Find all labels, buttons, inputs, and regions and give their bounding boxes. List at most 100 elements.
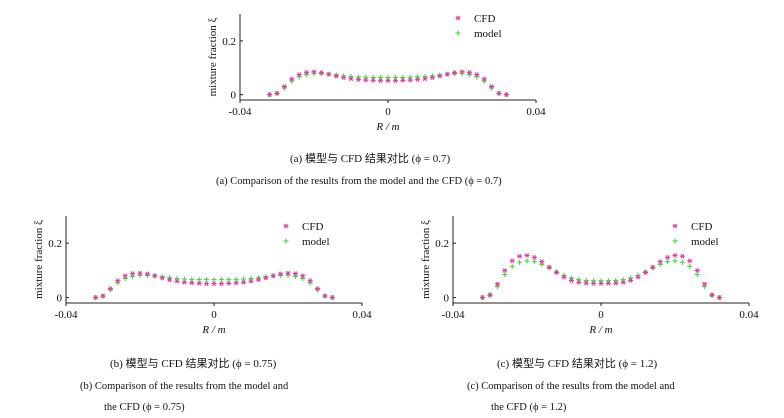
cfd-point [480,295,486,300]
model-point [539,261,545,267]
cfd-point [304,69,310,75]
x-tick-label: 0.04 [526,106,546,118]
legend-cfd-label: CFD [474,13,495,25]
cfd-point [429,75,435,81]
model-point [370,74,376,81]
cfd-point [583,280,589,286]
model-point [363,74,369,80]
cfd-point [466,69,472,75]
x-tick-label: 0.04 [352,309,372,321]
cfd-point [459,69,465,75]
model-point [233,276,239,282]
cfd-point [489,84,495,89]
model-point [502,271,508,278]
cfd-point [694,267,700,273]
cfd-point [598,281,604,286]
chart-panel-c: -0.04 0 0.04 0 0.2 R / m mixture fraction ξ CFD… [420,216,759,336]
cfd-point [174,278,180,284]
caption-b-chinese: (b) 模型与 CFD 结果对比 (ϕ = 0.75) [110,358,277,370]
cfd-point [255,277,261,283]
cfd-point [144,271,150,277]
cfd-point [503,92,509,98]
x-axis-label: R / m [375,121,399,133]
model-point [300,275,306,282]
cfd-point [613,280,619,286]
cfd-point [474,72,480,77]
cfd-point [159,275,165,281]
cfd-point [196,281,202,286]
cfd-point [509,258,515,264]
model-point [591,278,597,284]
legend-cfd-marker [672,223,678,229]
y-axis-label: mixture fraction ξ [33,220,45,299]
cfd-point [115,278,121,284]
cfd-point [152,273,158,279]
legend-cfd-marker [455,15,461,21]
x-tick-label: -0.04 [442,309,465,321]
x-tick-label: -0.04 [229,106,252,118]
model-point [204,277,210,283]
model-point [494,284,500,290]
y-axis-label: mixture fraction ξ [420,220,432,299]
model-point [407,74,413,80]
cfd-point [348,76,354,82]
cfd-point [241,279,247,285]
chart-panel-b: -0.04 0 0.04 0 0.2 R / m mixture fraction ξ CFD… [33,216,372,336]
model-point [241,276,247,282]
model-point [687,263,693,269]
model-point [181,276,187,282]
legend-cfd-label: CFD [691,221,712,233]
legend-model-marker [672,238,678,244]
cfd-point [318,70,324,75]
model-point [665,259,671,265]
cfd-point [568,278,574,283]
cfd-point [270,273,276,279]
model-point [583,277,589,284]
model-point [189,276,195,282]
legend: CFD model [455,13,502,40]
model-point [613,277,619,284]
cfd-point [281,84,287,89]
y-tick-label: 0.2 [222,36,236,48]
cfd-point [107,286,113,291]
cfd-point [322,293,328,299]
legend-model-marker [283,238,289,244]
cfd-point [274,90,280,96]
cfd-point [531,254,537,260]
cfd-point [333,73,339,79]
cfd-point [211,281,217,287]
cfd-point [341,75,347,81]
legend-cfd-marker [283,223,289,229]
cfd-point [218,281,224,287]
cfd-point [709,292,715,298]
model-point [657,261,663,267]
cfd-point [189,280,195,286]
legend-model-marker [455,30,461,36]
cfd-point [311,69,317,75]
cfd-point [263,275,269,281]
model-point [576,277,582,283]
caption-a-chinese: (a) 模型与 CFD 结果对比 (ϕ = 0.7) [290,153,451,165]
model-point [517,259,523,265]
x-tick-label: 0.04 [739,309,759,321]
cfd-point [422,76,428,82]
legend-model-label: model [691,236,719,248]
caption-c-english-line2: the CFD (ϕ = 1.2) [491,402,567,413]
caption-b-english-line2: the CFD (ϕ = 0.75) [104,402,185,413]
cfd-point [100,293,106,299]
model-point [694,271,700,278]
x-axis-label: R / m [201,324,225,336]
model-point [218,277,224,283]
cfd-point [400,78,406,83]
legend-model-label: model [302,236,330,248]
model-point [702,284,708,290]
model-point [385,74,391,81]
caption-c-chinese: (c) 模型与 CFD 结果对比 (ϕ = 1.2) [497,358,658,370]
legend: CFD model [672,221,719,248]
cfd-point [278,271,284,277]
model-point [196,277,202,283]
y-tick-label: 0.2 [48,238,62,250]
cfd-point [502,267,508,273]
y-tick-label: 0 [444,293,450,305]
x-axis-label: R / m [588,324,612,336]
